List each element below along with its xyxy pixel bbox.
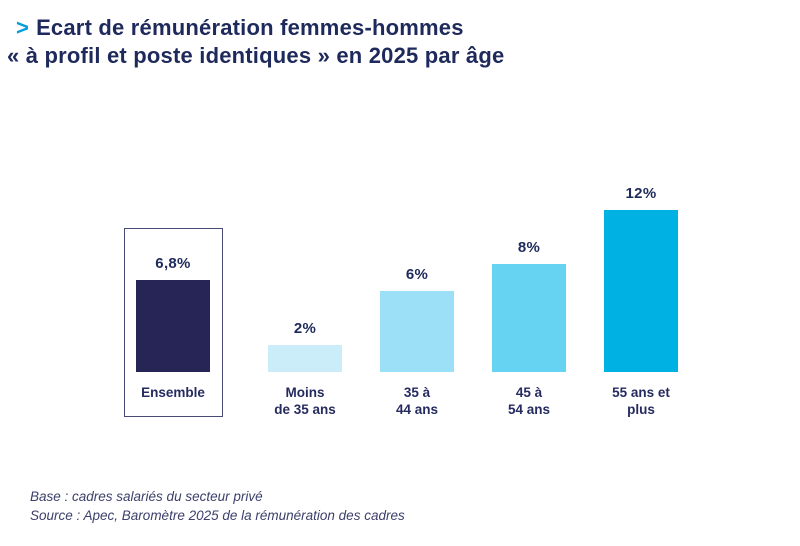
bar-value-label-moins-de-35-ans: 2% (293, 320, 317, 337)
bar-category-label-ensemble: Ensemble (141, 385, 205, 400)
bar-45-a-54-ans (492, 264, 566, 372)
bar-category-label-55-ans-et-plus: 55 ans et plus (612, 385, 670, 417)
bar-category-label-35-a-44-ans: 35 à 44 ans (395, 385, 439, 417)
bar-moins-de-35-ans (268, 345, 342, 372)
bar-value-label-ensemble: 6,8% (155, 255, 191, 272)
page-title: > Ecart de rémunération femmes-hommes « à… (7, 14, 504, 70)
bar-ensemble (136, 280, 210, 372)
bar-value-label-55-ans-et-plus: 12% (625, 185, 657, 202)
title-line2: « à profil et poste identiques » en 2025… (7, 43, 505, 68)
footer-notes: Base : cadres salariés du secteur privé … (30, 487, 405, 525)
bar-category-label-moins-de-35-ans: Moins de 35 ans (274, 385, 336, 417)
title-chevron-icon: > (16, 15, 30, 40)
title-line1-wrap: > Ecart de rémunération femmes-hommes (16, 15, 464, 40)
chart-base-note: Base : cadres salariés du secteur privé (30, 489, 263, 504)
highlight-box-ensemble (124, 228, 223, 417)
bar-category-label-45-a-54-ans: 45 à 54 ans (507, 385, 551, 417)
bar-value-label-35-a-44-ans: 6% (405, 266, 429, 283)
bar-55-ans-et-plus (604, 210, 678, 372)
bar-value-label-45-a-54-ans: 8% (517, 239, 541, 256)
bar-35-a-44-ans (380, 291, 454, 372)
title-line1: Ecart de rémunération femmes-hommes (36, 15, 464, 40)
chart-source-note: Source : Apec, Baromètre 2025 de la rému… (30, 508, 405, 523)
